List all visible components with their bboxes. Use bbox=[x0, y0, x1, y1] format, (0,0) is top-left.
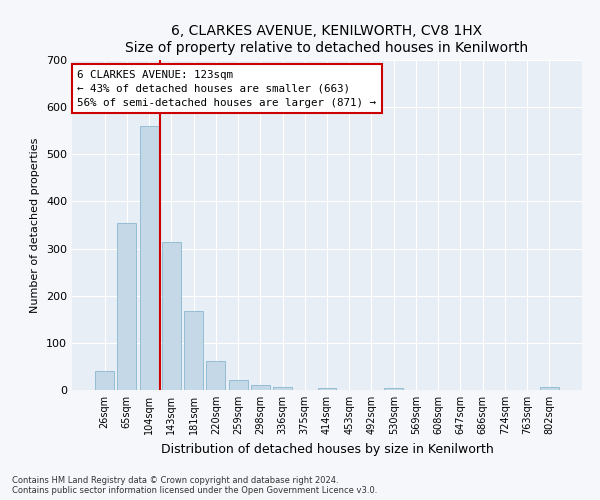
Bar bbox=[162, 242, 181, 390]
Text: 6 CLARKES AVENUE: 123sqm
← 43% of detached houses are smaller (663)
56% of semi-: 6 CLARKES AVENUE: 123sqm ← 43% of detach… bbox=[77, 70, 376, 108]
Y-axis label: Number of detached properties: Number of detached properties bbox=[31, 138, 40, 312]
Bar bbox=[317, 388, 337, 390]
Bar bbox=[273, 386, 292, 390]
Bar bbox=[384, 388, 403, 390]
Bar bbox=[540, 386, 559, 390]
Bar bbox=[95, 371, 114, 390]
Bar bbox=[140, 126, 158, 390]
X-axis label: Distribution of detached houses by size in Kenilworth: Distribution of detached houses by size … bbox=[161, 442, 493, 456]
Bar bbox=[229, 380, 248, 390]
Bar bbox=[184, 311, 203, 390]
Bar bbox=[206, 361, 225, 390]
Title: 6, CLARKES AVENUE, KENILWORTH, CV8 1HX
Size of property relative to detached hou: 6, CLARKES AVENUE, KENILWORTH, CV8 1HX S… bbox=[125, 24, 529, 54]
Bar bbox=[251, 385, 270, 390]
Text: Contains HM Land Registry data © Crown copyright and database right 2024.
Contai: Contains HM Land Registry data © Crown c… bbox=[12, 476, 377, 495]
Bar bbox=[118, 222, 136, 390]
